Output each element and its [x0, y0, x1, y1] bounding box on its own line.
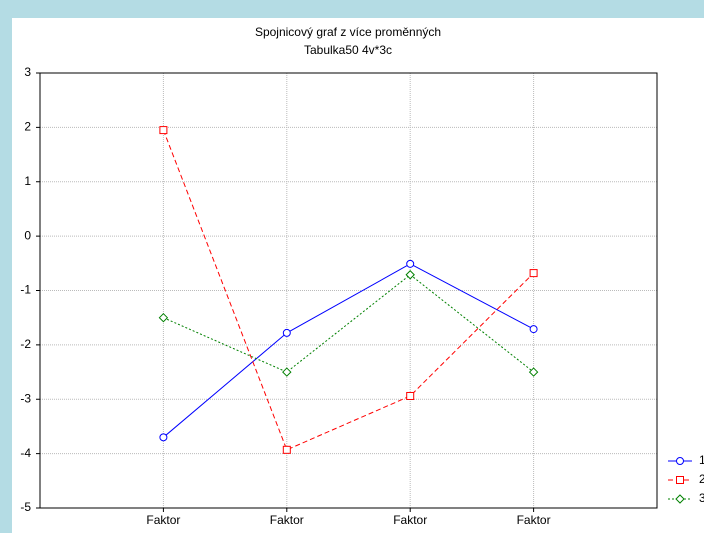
legend-label: 1 [699, 453, 704, 467]
y-tick-label: -5 [20, 500, 31, 514]
x-tick-label: Faktor [393, 513, 427, 527]
series-line [163, 274, 534, 373]
chart-subtitle: Tabulka50 4v*3c [304, 43, 392, 57]
marker [282, 445, 291, 454]
y-tick-label: 1 [24, 174, 31, 188]
x-tick-label: Faktor [270, 513, 304, 527]
x-tick-label: Faktor [517, 513, 551, 527]
marker [529, 269, 538, 278]
marker [159, 126, 168, 135]
y-tick-label: 3 [24, 65, 31, 79]
marker [282, 367, 292, 377]
marker [528, 367, 539, 377]
marker [406, 391, 415, 400]
y-tick-label: 2 [24, 120, 31, 134]
chart-background [12, 18, 704, 533]
y-tick-label: -4 [20, 446, 31, 460]
marker [675, 494, 685, 504]
marker [282, 328, 291, 337]
plot-frame [39, 72, 658, 509]
marker [676, 476, 684, 484]
series-line [162, 129, 534, 451]
marker [159, 433, 168, 442]
y-tick-label: 0 [24, 228, 31, 242]
marker [406, 259, 415, 268]
marker [529, 325, 538, 334]
y-tick-label: -1 [20, 283, 31, 297]
marker [158, 312, 169, 323]
legend-label: 2 [699, 472, 704, 486]
y-tick-label: -2 [20, 337, 31, 351]
marker [676, 457, 684, 465]
y-tick-label: -3 [20, 391, 31, 405]
chart-title: Spojnicový graf z více proměnných [255, 25, 441, 39]
series-line [163, 263, 534, 438]
x-tick-label: Faktor [146, 513, 180, 527]
legend-label: 3 [699, 491, 704, 505]
marker [405, 270, 415, 280]
